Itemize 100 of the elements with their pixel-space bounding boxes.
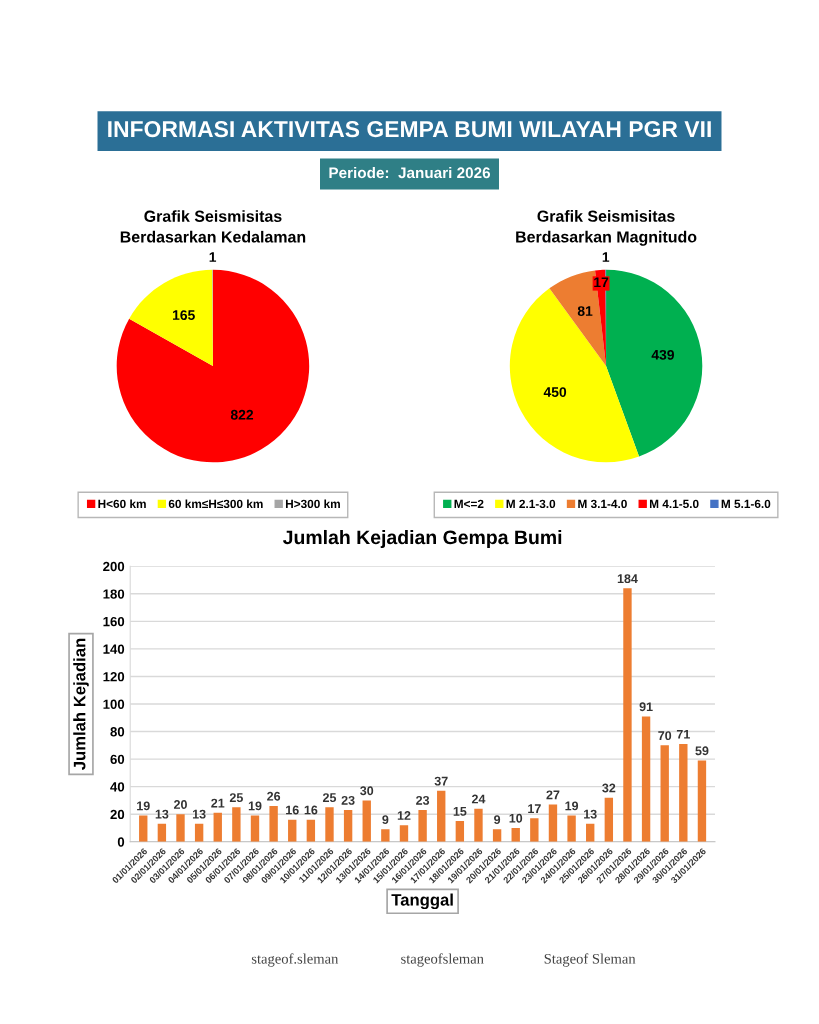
y-tick-label: 160: [103, 616, 125, 627]
data-label: 15: [453, 807, 467, 816]
bar: [139, 815, 148, 842]
data-label: 16: [304, 805, 318, 815]
y-tick-label: 20: [110, 809, 125, 820]
chart-title: Grafik Seismisitas Berdasarkan Magnitudo: [516, 210, 697, 246]
text: Periode: Januari 2026: [329, 166, 491, 179]
legend-label: M 5.1-6.0: [721, 499, 771, 509]
data-label: 16: [286, 805, 299, 815]
data-label: 439: [651, 349, 675, 360]
bar: [325, 807, 334, 842]
data-label: 32: [602, 783, 616, 793]
data-label: 26: [267, 791, 281, 801]
legend-label: M 2.1-3.0: [506, 499, 556, 509]
data-label: 9: [382, 815, 389, 825]
data-label: 59: [695, 746, 709, 756]
bar: [548, 804, 558, 842]
y-tick-label: 180: [103, 589, 125, 599]
data-label: 1: [602, 252, 610, 262]
data-label: 23: [416, 795, 430, 805]
data-label: 27: [546, 790, 560, 800]
legend-label: H>300 km: [285, 499, 340, 509]
bar: [418, 810, 427, 842]
bar: [288, 819, 297, 842]
pie-slice: [509, 288, 640, 463]
bar: [399, 825, 409, 842]
data-label: 13: [155, 809, 169, 819]
data-label: 37: [434, 776, 448, 786]
bar: [567, 815, 576, 842]
data-label: 91: [639, 702, 653, 712]
bar: [511, 827, 520, 842]
y-tick-label: 200: [103, 561, 125, 572]
bar: [157, 823, 167, 842]
bar: [306, 819, 316, 842]
data-label: 13: [584, 809, 597, 819]
text: INFORMASI AKTIVITAS GEMPA BUMI WILAYAH PGR VII: [108, 121, 711, 138]
data-label: 24: [471, 794, 486, 804]
y-axis-title: Jumlah Kejadian: [73, 638, 89, 770]
bar: [641, 716, 651, 842]
bar: [213, 812, 222, 842]
bar: [604, 797, 614, 842]
bar: [455, 821, 465, 842]
legend-label: H<60 km: [98, 499, 146, 509]
y-tick-label: 140: [103, 644, 125, 654]
data-label: 21: [211, 798, 225, 808]
data-label: 450: [543, 387, 567, 397]
data-label: 81: [577, 306, 593, 317]
text: stageofsleman: [401, 953, 484, 967]
text: Stageof Sleman: [544, 953, 636, 967]
pie-slice: [129, 269, 213, 367]
data-label: 25: [322, 793, 337, 803]
data-label: 19: [248, 801, 262, 811]
chart-title: Jumlah Kejadian Gempa Bumi: [282, 529, 562, 549]
bar: [623, 588, 632, 842]
pie-slice: [549, 270, 607, 367]
bar: [474, 808, 483, 842]
bar: [362, 800, 371, 842]
bar: [586, 823, 595, 842]
data-label: 10: [509, 813, 523, 823]
data-label: 9: [494, 815, 501, 825]
y-tick-label: 40: [110, 782, 125, 792]
y-tick-label: 0: [117, 837, 125, 847]
y-tick-label: 100: [103, 699, 125, 709]
legend-label: M 3.1-4.0: [578, 499, 627, 509]
data-label: 13: [192, 809, 206, 819]
y-tick-label: 80: [110, 727, 125, 737]
data-label: 20: [173, 800, 187, 809]
data-label: 17: [528, 804, 541, 813]
data-label: 23: [341, 795, 355, 805]
bar: [194, 823, 204, 842]
pie-slice: [116, 269, 310, 463]
data-label: 1: [209, 252, 217, 262]
bar: [530, 818, 539, 842]
chart-title: Grafik Seismisitas Berdasarkan Kedalaman: [120, 210, 306, 243]
text: stageof.sleman: [251, 953, 339, 967]
bar: [381, 829, 390, 842]
data-label: 184: [617, 574, 638, 584]
bar: [679, 743, 688, 842]
bar: [437, 790, 446, 842]
bar: [660, 745, 669, 842]
data-label: 19: [137, 801, 150, 811]
data-label: 71: [676, 729, 690, 739]
legend-label: M<=2: [454, 499, 484, 508]
bar: [176, 814, 185, 842]
bar: [492, 829, 502, 842]
data-label: 822: [230, 409, 254, 420]
x-axis-title: Tanggal: [391, 893, 453, 910]
legend-label: M 4.1-5.0: [649, 499, 699, 509]
data-label: 12: [397, 811, 411, 820]
y-tick-label: 60: [110, 754, 125, 764]
bar: [343, 810, 353, 842]
data-label: 17: [594, 277, 609, 288]
bar: [269, 805, 278, 842]
bar: [250, 815, 260, 842]
data-label: 25: [229, 793, 243, 803]
legend-label: 60 km≤H≤300 km: [168, 499, 263, 509]
data-label: 70: [658, 731, 672, 741]
data-label: 19: [565, 801, 579, 811]
data-label: 165: [172, 310, 195, 321]
y-tick-label: 120: [103, 672, 125, 682]
